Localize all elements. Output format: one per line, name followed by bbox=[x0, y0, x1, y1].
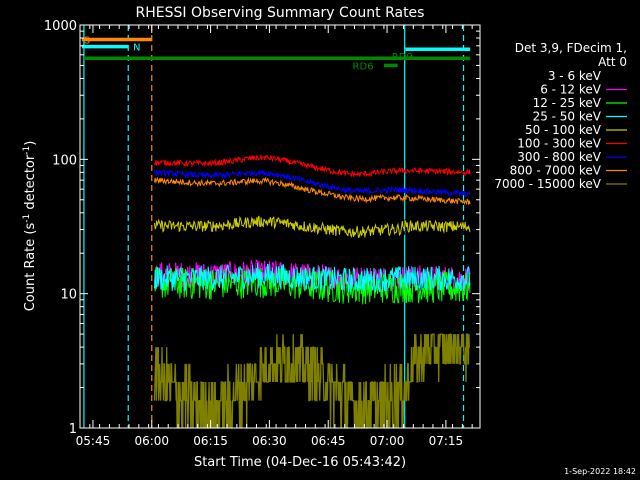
x-tick-label: 06:00 bbox=[134, 434, 169, 448]
y-tick-label: 10 bbox=[60, 288, 77, 303]
legend-label: 3 - 6 keV bbox=[548, 69, 602, 83]
legend-header-line-2: Att 0 bbox=[598, 55, 627, 69]
x-tick-label: 07:15 bbox=[429, 434, 464, 448]
flag-label: S bbox=[84, 35, 90, 46]
axes-ticks: 05:45 06:00 06:15 06:30 06:45 07:00 07:15 1 10 10… bbox=[44, 19, 480, 448]
legend-label: 25 - 50 keV bbox=[533, 110, 602, 124]
y-axis-label-part: ) bbox=[23, 141, 38, 146]
series-line bbox=[154, 215, 471, 239]
x-tick-label: 06:45 bbox=[311, 434, 346, 448]
chart-title: RHESSI Observing Summary Count Rates bbox=[136, 5, 425, 21]
x-tick-label: 06:15 bbox=[193, 434, 228, 448]
series-line bbox=[154, 266, 471, 305]
flag-label: RD6 bbox=[353, 61, 374, 72]
y-tick-label: 1 bbox=[69, 422, 77, 437]
flag-label: N bbox=[133, 43, 140, 54]
series-line bbox=[154, 263, 471, 293]
plot-area: S N RD9 RD6 bbox=[81, 25, 471, 429]
series-line bbox=[154, 154, 471, 178]
legend-label: 800 - 7000 keV bbox=[510, 164, 602, 178]
legend-header-line-1: Det 3,9, FDecim 1, bbox=[515, 41, 627, 55]
y-axis-label: Count Rate (s-1 detector-1) bbox=[22, 141, 38, 312]
generation-timestamp: 1-Sep-2022 18:42 bbox=[564, 467, 636, 476]
y-axis-label-superscript: -1 bbox=[22, 214, 32, 223]
series-line bbox=[154, 176, 471, 206]
series-line bbox=[154, 169, 471, 198]
x-axis-label: Start Time (04-Dec-16 05:43:42) bbox=[194, 455, 406, 470]
legend-label: 300 - 800 keV bbox=[517, 150, 601, 164]
x-tick-label: 05:45 bbox=[76, 434, 111, 448]
plot-frame bbox=[79, 24, 481, 429]
y-axis-label-part: detector bbox=[23, 154, 38, 214]
legend-label: 7000 - 15000 keV bbox=[494, 177, 601, 191]
y-tick-label: 1000 bbox=[44, 19, 77, 34]
flag-label: RD9 bbox=[392, 52, 413, 63]
x-tick-label: 06:30 bbox=[252, 434, 287, 448]
y-axis-label-superscript: -1 bbox=[22, 146, 32, 155]
y-axis-label-part: Count Rate (s bbox=[23, 223, 38, 312]
legend-label: 50 - 100 keV bbox=[525, 123, 602, 137]
legend-label: 12 - 25 keV bbox=[533, 96, 602, 110]
y-tick-label: 100 bbox=[52, 153, 77, 168]
legend-label: 100 - 300 keV bbox=[517, 137, 601, 151]
series-line bbox=[153, 333, 470, 429]
x-tick-label: 07:00 bbox=[370, 434, 405, 448]
legend-label: 6 - 12 keV bbox=[540, 83, 602, 97]
